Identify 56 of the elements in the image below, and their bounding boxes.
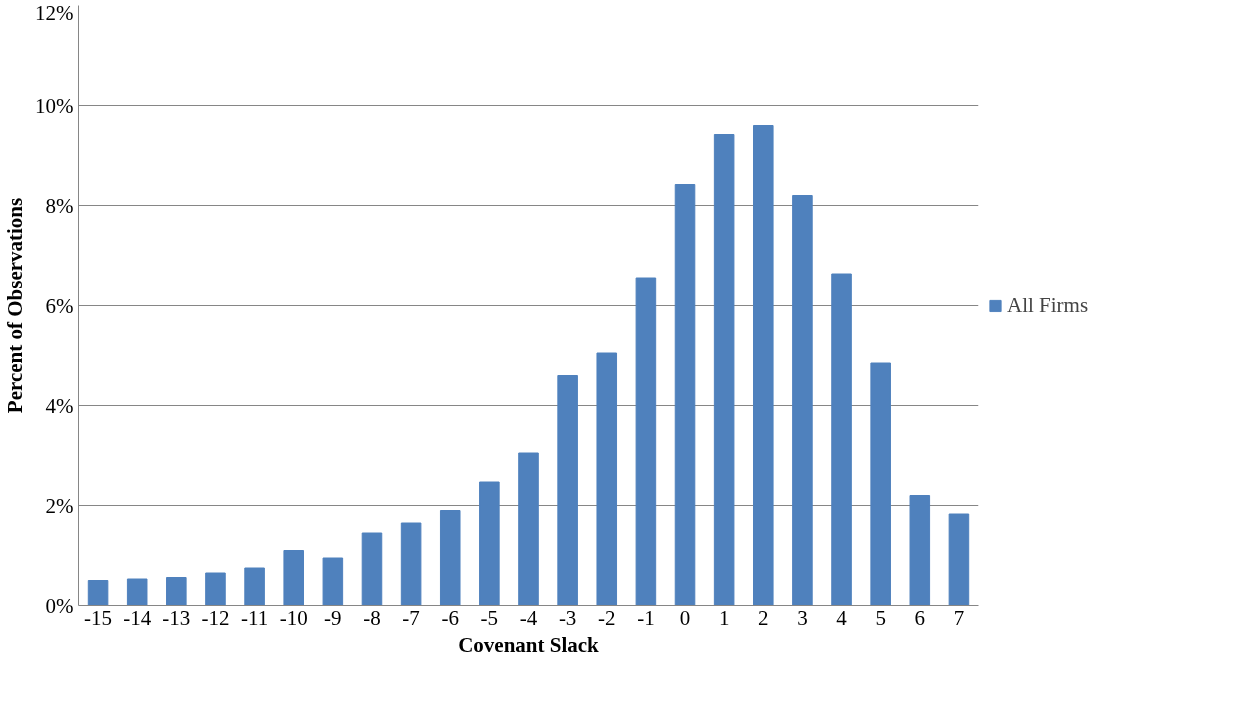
x-tick-label: -5 [480,605,499,630]
bar [87,580,109,606]
x-tick-label: -9 [324,605,342,630]
bar [205,572,226,606]
y-axis-title: Percent of Observations [3,197,28,414]
x-tick-label: 3 [797,605,808,630]
bar [518,452,539,606]
x-tick-label: -1 [637,605,655,630]
bar [831,273,852,606]
bar [635,277,657,606]
y-tick-label: 10% [35,93,74,118]
bar [948,513,970,606]
bar [557,375,578,606]
legend-label: All Firms [1007,292,1089,318]
x-tick-label: -3 [558,605,577,630]
x-tick-label: -13 [162,605,191,630]
x-tick-label: 7 [953,605,965,630]
bar [166,577,187,606]
bar [126,578,148,606]
y-tick-label: 2% [45,493,74,518]
bar [909,495,931,606]
x-tick-label: -6 [441,605,459,630]
bar [753,125,774,606]
bar [361,532,383,606]
bar [283,550,304,606]
bar [479,481,500,606]
x-tick-label: -4 [519,605,538,630]
bar [870,362,891,606]
bar [713,134,735,606]
x-tick-label: -12 [201,605,230,630]
y-tick-label: 4% [45,393,74,418]
bar [244,567,265,606]
x-tick-label: 4 [836,605,848,630]
x-tick-label: -11 [240,605,269,630]
y-tick-label: 0% [45,593,74,618]
x-tick-label: -2 [598,605,616,630]
x-tick-label: 6 [914,605,926,630]
x-tick-label: -8 [363,605,381,630]
x-tick-label: 2 [758,605,769,630]
x-tick-label: -7 [402,605,420,630]
bar [322,557,344,606]
x-tick-label: 1 [718,605,730,630]
y-tick-label: 12% [35,0,74,25]
y-tick-label: 6% [45,293,74,318]
bar [400,522,422,606]
bar [792,195,813,606]
y-tick-label: 8% [45,193,74,218]
x-axis-title: Covenant Slack [458,632,600,657]
x-tick-label: 0 [679,605,691,630]
x-tick-label: -14 [123,605,152,630]
x-tick-label: -10 [279,605,308,630]
bar [439,510,461,606]
bar [674,184,696,606]
x-tick-label: 5 [875,605,886,630]
bar [596,352,618,606]
x-tick-label: -15 [84,605,113,630]
